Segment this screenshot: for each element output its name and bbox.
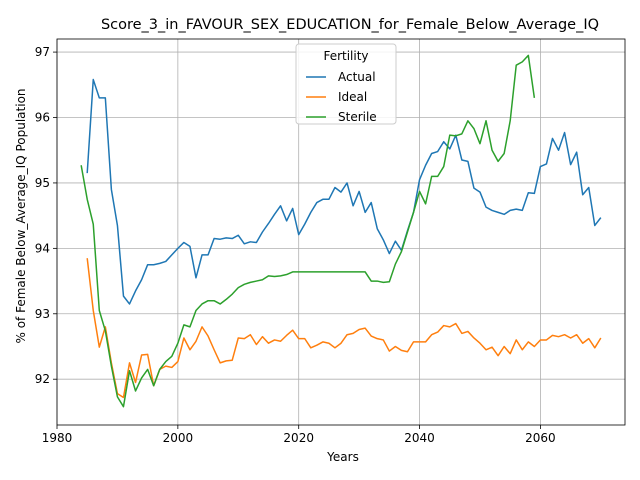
y-tick-label: 93 [35, 307, 50, 321]
x-tick-label: 2000 [163, 431, 194, 445]
y-tick-label: 95 [35, 176, 50, 190]
series-lines [80, 54, 602, 408]
x-axis-ticks: 1980 2000 2020 2040 2060 [42, 425, 556, 445]
legend-title: Fertility [323, 49, 368, 63]
legend-label-sterile: Sterile [338, 110, 377, 124]
legend-label-actual: Actual [338, 70, 376, 84]
series-line-sterile [80, 54, 536, 408]
legend: Fertility Actual Ideal Sterile [295, 43, 397, 125]
series-line-ideal [86, 258, 602, 399]
y-tick-label: 97 [35, 45, 50, 59]
y-axis-label: % of Female Below_Average_IQ Population [14, 88, 28, 343]
legend-label-ideal: Ideal [338, 90, 367, 104]
y-tick-label: 94 [35, 241, 50, 255]
series-line-actual [86, 78, 602, 305]
x-tick-label: 2060 [525, 431, 556, 445]
x-tick-label: 2040 [404, 431, 435, 445]
legend-box [295, 43, 397, 125]
y-tick-label: 96 [35, 111, 50, 125]
y-tick-label: 92 [35, 372, 50, 386]
x-axis-label: Years [326, 450, 359, 464]
y-axis-ticks: 92 93 94 95 96 97 [35, 45, 57, 386]
chart-title: Score_3_in_FAVOUR_SEX_EDUCATION_for_Fema… [101, 17, 599, 33]
plot-frame [56, 38, 626, 426]
x-tick-label: 1980 [42, 431, 73, 445]
x-tick-label: 2020 [283, 431, 314, 445]
